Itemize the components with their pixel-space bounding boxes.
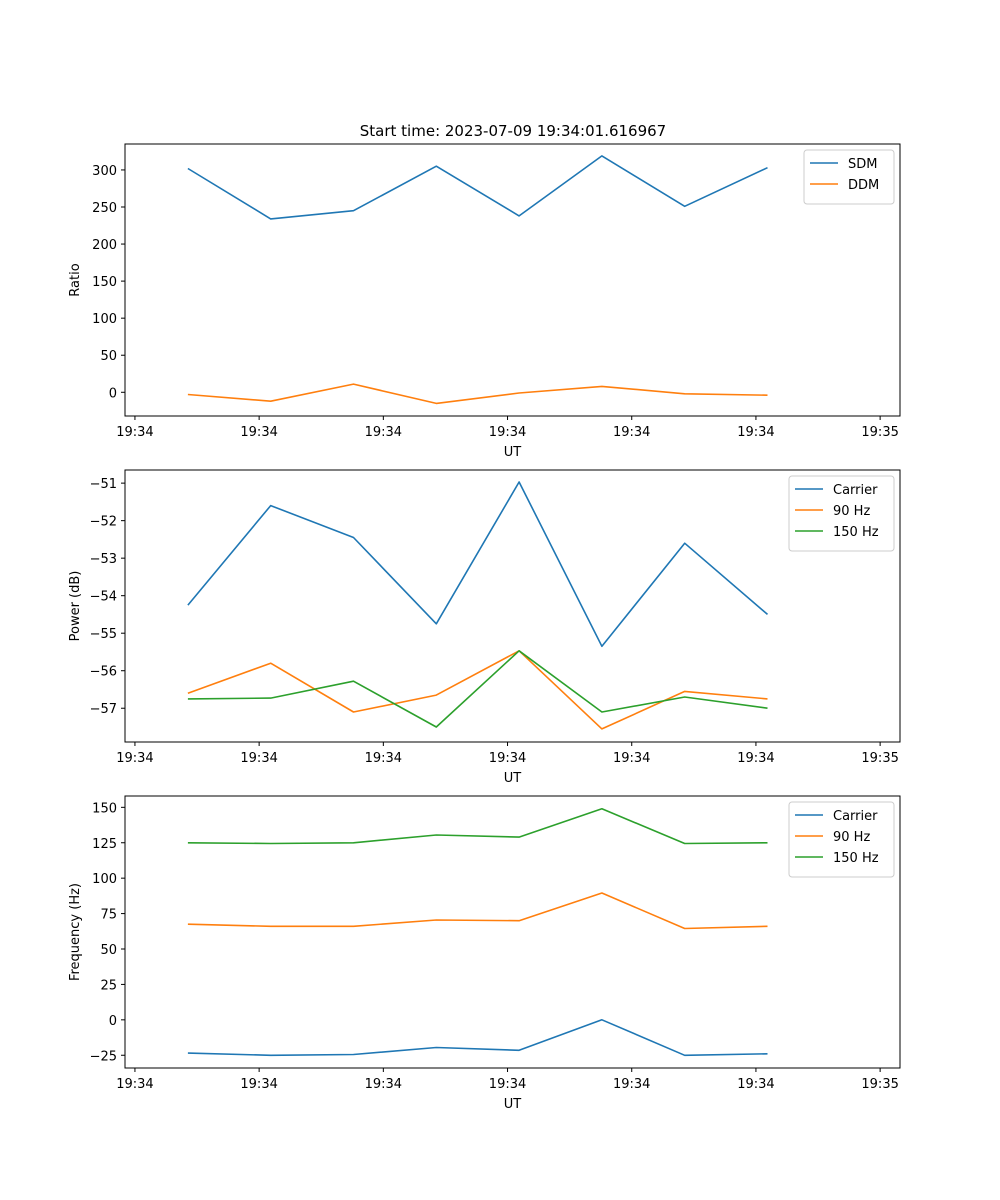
y-tick-label: 100 xyxy=(92,872,117,887)
x-axis-label: UT xyxy=(504,1097,522,1112)
series-line-90-hz xyxy=(187,649,768,730)
x-tick-label: 19:34 xyxy=(116,1077,153,1092)
y-tick-label: 100 xyxy=(92,312,117,327)
y-axis-label: Ratio xyxy=(68,263,83,296)
y-tick-label: 25 xyxy=(100,978,117,993)
legend-label: DDM xyxy=(848,178,879,193)
legend-label: 150 Hz xyxy=(833,851,879,866)
legend-label: Carrier xyxy=(833,483,878,498)
x-tick-label: 19:34 xyxy=(365,425,402,440)
legend-label: 90 Hz xyxy=(833,504,870,519)
x-tick-label: 19:34 xyxy=(737,1077,774,1092)
y-tick-label: −54 xyxy=(90,590,117,605)
y-tick-label: −25 xyxy=(90,1049,117,1064)
legend-label: 90 Hz xyxy=(833,830,870,845)
x-tick-label: 19:34 xyxy=(240,425,277,440)
figure-title: Start time: 2023-07-09 19:34:01.616967 xyxy=(360,122,666,140)
y-tick-label: −55 xyxy=(90,627,117,642)
legend: Carrier 90 Hz 150 Hz xyxy=(788,475,895,552)
legend-box xyxy=(788,801,895,878)
y-tick-label: 75 xyxy=(100,908,117,923)
x-tick-label: 19:34 xyxy=(489,1077,526,1092)
y-tick-label: 250 xyxy=(92,201,117,216)
x-tick-label: 19:34 xyxy=(240,751,277,766)
y-tick-label: 0 xyxy=(109,386,117,401)
x-tick-label: 19:34 xyxy=(613,1077,650,1092)
axes-frame xyxy=(124,795,901,1069)
x-axis-label: UT xyxy=(504,445,522,460)
x-tick-label: 19:34 xyxy=(116,751,153,766)
x-tick-label: 19:35 xyxy=(861,751,898,766)
chart-panel-3: −25 0 25 50 75 100 125 150 19:34 19:34 19:34 19:34 1… xyxy=(68,795,901,1112)
axes-frame xyxy=(124,143,901,417)
y-tick-label: 0 xyxy=(109,1014,117,1029)
legend: SDM DDM xyxy=(803,149,895,205)
series-line-carrier xyxy=(187,481,769,648)
x-axis-label: UT xyxy=(504,771,522,786)
x-tick-label: 19:35 xyxy=(861,425,898,440)
series-line-ddm xyxy=(187,383,768,405)
y-tick-label: 200 xyxy=(92,238,117,253)
x-tick-label: 19:34 xyxy=(240,1077,277,1092)
series-line-carrier xyxy=(187,1018,768,1057)
y-tick-label: 150 xyxy=(92,275,117,290)
y-tick-label: 150 xyxy=(92,801,117,816)
legend-label: Carrier xyxy=(833,809,878,824)
x-tick-label: 19:34 xyxy=(737,425,774,440)
y-tick-label: −51 xyxy=(90,477,117,492)
legend-box xyxy=(788,475,895,552)
y-tick-label: −57 xyxy=(90,702,117,717)
x-tick-label: 19:35 xyxy=(861,1077,898,1092)
y-tick-label: 50 xyxy=(100,349,117,364)
y-tick-label: −52 xyxy=(90,515,117,530)
legend-label: 150 Hz xyxy=(833,525,879,540)
y-axis-label: Power (dB) xyxy=(68,571,83,642)
x-tick-label: 19:34 xyxy=(489,751,526,766)
x-tick-label: 19:34 xyxy=(737,751,774,766)
series-line-150-hz xyxy=(187,807,768,845)
y-axis-label: Frequency (Hz) xyxy=(68,883,83,981)
series-line-sdm xyxy=(187,155,768,220)
x-tick-label: 19:34 xyxy=(365,751,402,766)
x-tick-label: 19:34 xyxy=(613,751,650,766)
x-tick-label: 19:34 xyxy=(116,425,153,440)
x-tick-label: 19:34 xyxy=(489,425,526,440)
chart-panel-1: 0 50 100 150 200 250 300 19:34 19:34 19:34 19:34 19… xyxy=(68,143,901,460)
x-tick-label: 19:34 xyxy=(613,425,650,440)
series-line-150-hz xyxy=(187,649,768,728)
y-tick-label: −53 xyxy=(90,552,117,567)
x-tick-label: 19:34 xyxy=(365,1077,402,1092)
y-tick-label: 50 xyxy=(100,943,117,958)
y-tick-label: 300 xyxy=(92,164,117,179)
chart-panel-2: −57 −56 −55 −54 −53 −52 −51 19:34 19:34 19:34 19:3… xyxy=(68,469,901,786)
y-tick-label: −56 xyxy=(90,665,117,680)
legend: Carrier 90 Hz 150 Hz xyxy=(788,801,895,878)
axes-frame xyxy=(124,469,901,743)
series-line-90-hz xyxy=(187,892,768,930)
legend-label: SDM xyxy=(848,157,877,172)
y-tick-label: 125 xyxy=(92,837,117,852)
